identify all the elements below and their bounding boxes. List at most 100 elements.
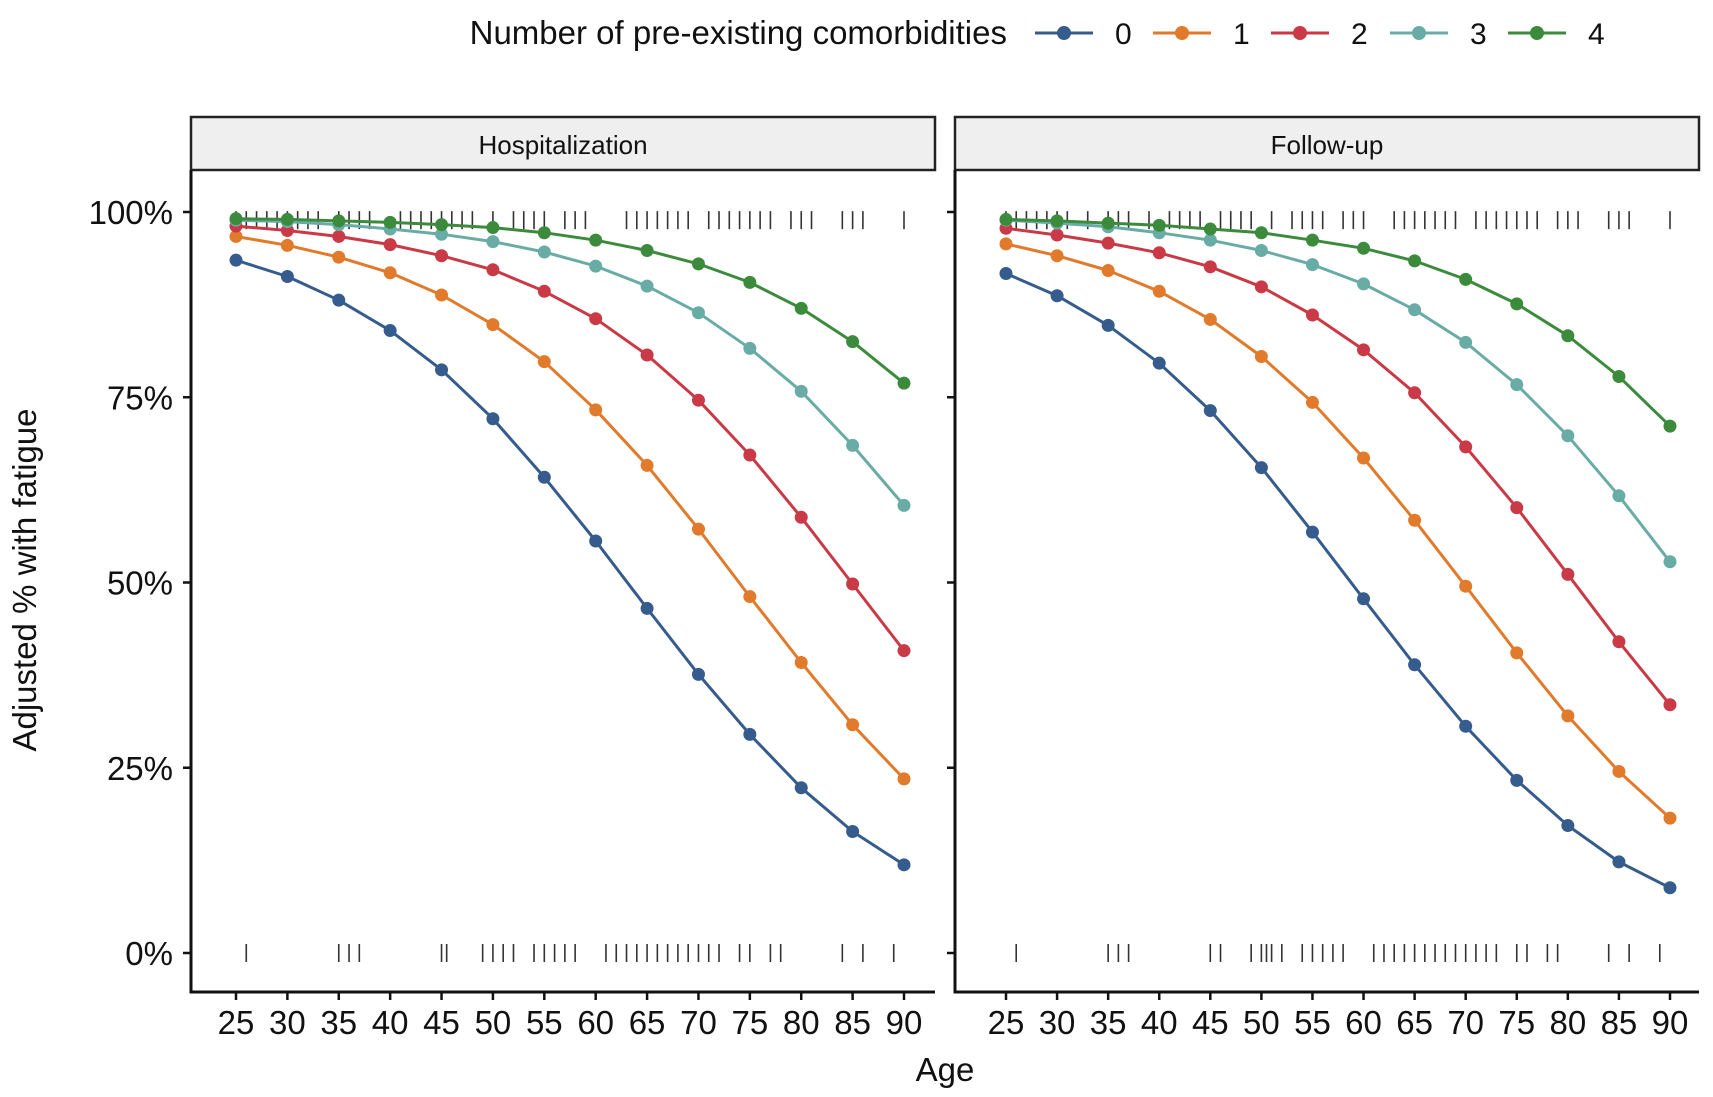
panel-strip [953, 115, 1701, 172]
data-point [846, 718, 860, 732]
data-point [229, 253, 243, 267]
y-axis-label: Adjusted % with fatigue [6, 408, 43, 751]
data-point [383, 324, 397, 338]
legend-key-marker [1175, 26, 1189, 40]
data-point [1459, 719, 1473, 733]
x-tick-label: 85 [834, 1004, 871, 1041]
data-point [1459, 579, 1473, 593]
x-tick-label: 85 [1601, 1004, 1638, 1041]
x-tick-label: 60 [577, 1004, 614, 1041]
data-point [537, 226, 551, 240]
data-point [1561, 819, 1575, 833]
data-point [640, 348, 654, 362]
data-point [1050, 214, 1064, 228]
legend-entry-1: 1 [1153, 18, 1250, 51]
data-point [1510, 378, 1524, 392]
data-point [743, 341, 757, 355]
data-point [1203, 312, 1217, 326]
series-3 [229, 213, 911, 512]
x-tick-label: 65 [629, 1004, 666, 1041]
data-point [1561, 709, 1575, 723]
data-point [1459, 272, 1473, 286]
data-point [1663, 555, 1677, 569]
series-3 [999, 213, 1677, 569]
data-point [1459, 440, 1473, 454]
data-point [1357, 241, 1371, 255]
data-point [846, 335, 860, 349]
data-point [640, 458, 654, 472]
data-point [794, 510, 808, 524]
data-point [640, 244, 654, 258]
legend: Number of pre-existing comorbidities 0 1 2… [470, 14, 1605, 51]
data-point [1101, 216, 1115, 230]
data-point [1101, 236, 1115, 250]
data-point [1254, 244, 1268, 258]
data-point [589, 259, 603, 273]
series-1 [999, 237, 1677, 825]
data-point [691, 306, 705, 320]
data-point [640, 601, 654, 615]
data-point [1254, 280, 1268, 294]
data-point [280, 269, 294, 283]
data-point [897, 858, 911, 872]
data-point [999, 267, 1013, 281]
data-point [1152, 246, 1166, 260]
data-point [1612, 370, 1626, 384]
data-point [537, 245, 551, 259]
x-tick-label: 55 [1294, 1004, 1331, 1041]
data-point [1357, 592, 1371, 606]
data-point [897, 376, 911, 390]
series-line [235, 235, 906, 780]
series-4 [229, 212, 911, 390]
x-tick-label: 90 [1652, 1004, 1689, 1041]
data-point [589, 312, 603, 326]
data-point [537, 470, 551, 484]
series-line [235, 217, 905, 385]
panel-title: Hospitalization [478, 130, 647, 160]
data-point [691, 257, 705, 271]
data-point [1101, 318, 1115, 332]
data-point [1357, 343, 1371, 357]
legend-entry-2: 2 [1271, 18, 1368, 51]
data-point [1510, 501, 1524, 515]
x-tick-label: 25 [988, 1004, 1025, 1041]
data-point [743, 590, 757, 604]
data-point [435, 227, 449, 241]
data-point [1305, 525, 1319, 539]
data-point [691, 393, 705, 407]
x-tick-label: 30 [269, 1004, 306, 1041]
data-point [332, 293, 346, 307]
data-point [1408, 386, 1422, 400]
series-line [1005, 242, 1672, 820]
legend-key-marker [1293, 26, 1307, 40]
data-point [1203, 404, 1217, 418]
series-line [235, 258, 905, 867]
data-point [332, 214, 346, 228]
data-point [640, 279, 654, 293]
data-point [280, 212, 294, 226]
x-tick-label: 40 [1141, 1004, 1178, 1041]
y-tick-label: 50% [107, 565, 173, 602]
data-point [1254, 349, 1268, 363]
legend-entry-4: 4 [1508, 18, 1605, 51]
data-point [1612, 489, 1626, 503]
x-axis-label: Age [916, 1051, 975, 1088]
series-line [1005, 226, 1672, 706]
series-2 [229, 219, 911, 658]
data-point [1663, 811, 1677, 825]
data-point [1203, 222, 1217, 236]
legend-key-marker [1412, 26, 1426, 40]
data-point [383, 215, 397, 229]
x-tick-label: 75 [731, 1004, 768, 1041]
data-point [1663, 881, 1677, 895]
data-point [743, 275, 757, 289]
data-point [1050, 249, 1064, 263]
data-point [229, 229, 243, 243]
data-point [1408, 254, 1422, 268]
data-point [999, 212, 1013, 226]
data-point [1612, 635, 1626, 649]
data-point [1152, 284, 1166, 298]
data-point [1152, 356, 1166, 370]
data-point [280, 238, 294, 252]
x-tick-label: 80 [783, 1004, 820, 1041]
